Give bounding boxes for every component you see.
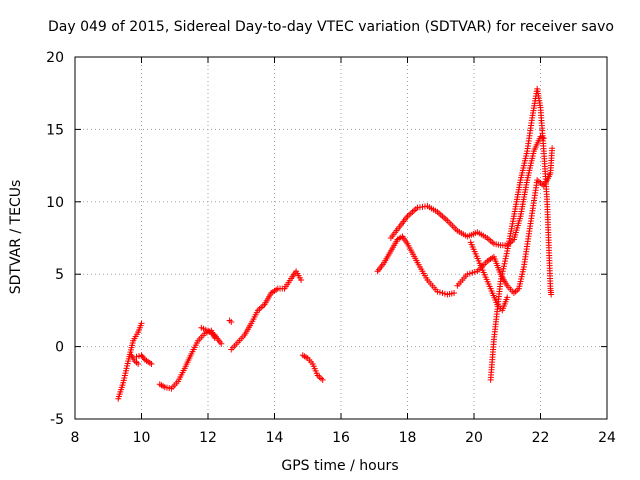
data-point [319, 376, 326, 383]
data-point [548, 291, 555, 298]
x-tick-label: 18 [399, 430, 417, 446]
series-arc-8 [387, 133, 547, 249]
data-point [500, 265, 507, 272]
y-tick-label: 20 [46, 50, 64, 66]
data-point [499, 270, 506, 277]
x-tick-label: 22 [532, 430, 550, 446]
series-arc-6 [299, 352, 326, 383]
x-tick-label: 10 [133, 430, 151, 446]
data-point [451, 290, 458, 297]
data-point [497, 278, 504, 285]
data-point [503, 253, 510, 260]
y-tick-label: 10 [46, 195, 64, 211]
series-arc-11 [487, 85, 555, 383]
series-arc-5 [228, 268, 305, 353]
x-tick-label: 16 [332, 430, 350, 446]
data-marks [115, 85, 556, 402]
x-tick-label: 14 [266, 430, 284, 446]
x-tick-label: 12 [199, 430, 217, 446]
data-point [148, 360, 155, 367]
data-point [501, 260, 508, 267]
data-point [549, 145, 556, 152]
data-point [498, 275, 505, 282]
y-tick-label: 5 [55, 267, 64, 283]
grid [75, 57, 607, 419]
series-arc-9 [454, 145, 556, 297]
series-arc-2 [156, 327, 218, 392]
x-tick-label: 8 [71, 430, 80, 446]
data-point [228, 318, 235, 325]
data-point [140, 355, 147, 362]
x-tick-label: 24 [598, 430, 616, 446]
data-point [135, 360, 142, 367]
series-arc-4 [226, 317, 235, 325]
x-tick-label: 20 [465, 430, 483, 446]
axis-ticks: 8 10 12 14 16 18 20 22 24 -5 0 5 10 15 20 [46, 50, 616, 446]
y-tick-label: 0 [55, 340, 64, 356]
data-point [502, 258, 509, 265]
series-arc-3 [198, 324, 225, 347]
data-point [218, 340, 225, 347]
y-axis-label: SDTVAR / TECUs [8, 180, 24, 295]
x-axis-label: GPS time / hours [281, 458, 398, 474]
data-point [500, 263, 507, 270]
series-arc-1a [115, 320, 145, 402]
series-arc-7 [374, 233, 458, 298]
chart-title: Day 049 of 2015, Sidereal Day-to-day VTE… [48, 19, 614, 35]
data-point [138, 320, 145, 327]
series-arc-1c [128, 352, 142, 367]
series-arc-1b [133, 352, 155, 367]
data-point [504, 294, 511, 301]
data-point [503, 250, 510, 257]
y-tick-label: 15 [46, 122, 64, 138]
data-point [498, 273, 505, 280]
y-tick-label: -5 [50, 412, 64, 428]
data-point [499, 268, 506, 275]
data-point [298, 276, 305, 283]
data-point [502, 255, 509, 262]
